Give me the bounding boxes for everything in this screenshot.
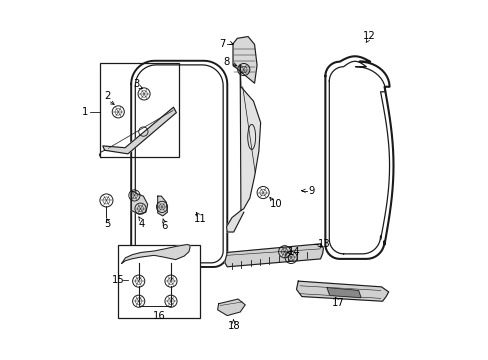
Text: 5: 5 bbox=[104, 219, 110, 229]
Text: 14: 14 bbox=[287, 247, 300, 257]
Polygon shape bbox=[122, 244, 190, 263]
Polygon shape bbox=[226, 211, 244, 232]
Polygon shape bbox=[296, 281, 388, 301]
Bar bbox=[118, 244, 200, 318]
Polygon shape bbox=[131, 192, 147, 214]
Text: 12: 12 bbox=[362, 31, 375, 41]
Polygon shape bbox=[158, 196, 167, 216]
Text: 7: 7 bbox=[219, 39, 225, 49]
Polygon shape bbox=[102, 107, 176, 154]
Text: 11: 11 bbox=[194, 215, 207, 224]
Polygon shape bbox=[326, 288, 360, 298]
Polygon shape bbox=[217, 299, 244, 316]
Polygon shape bbox=[224, 244, 323, 267]
Text: 15: 15 bbox=[112, 275, 124, 285]
Text: 1: 1 bbox=[81, 107, 88, 117]
Text: 13: 13 bbox=[317, 239, 330, 249]
Polygon shape bbox=[233, 37, 257, 83]
Text: 17: 17 bbox=[331, 298, 344, 308]
Text: 8: 8 bbox=[223, 57, 229, 67]
Text: 6: 6 bbox=[162, 221, 168, 231]
Text: 16: 16 bbox=[152, 311, 165, 320]
Polygon shape bbox=[240, 65, 260, 211]
Text: 9: 9 bbox=[308, 186, 314, 196]
Bar bbox=[100, 63, 179, 157]
Text: 18: 18 bbox=[228, 321, 240, 331]
Text: 10: 10 bbox=[269, 199, 282, 210]
Text: 2: 2 bbox=[104, 91, 110, 101]
Text: 3: 3 bbox=[133, 79, 139, 89]
Text: 4: 4 bbox=[138, 219, 144, 229]
